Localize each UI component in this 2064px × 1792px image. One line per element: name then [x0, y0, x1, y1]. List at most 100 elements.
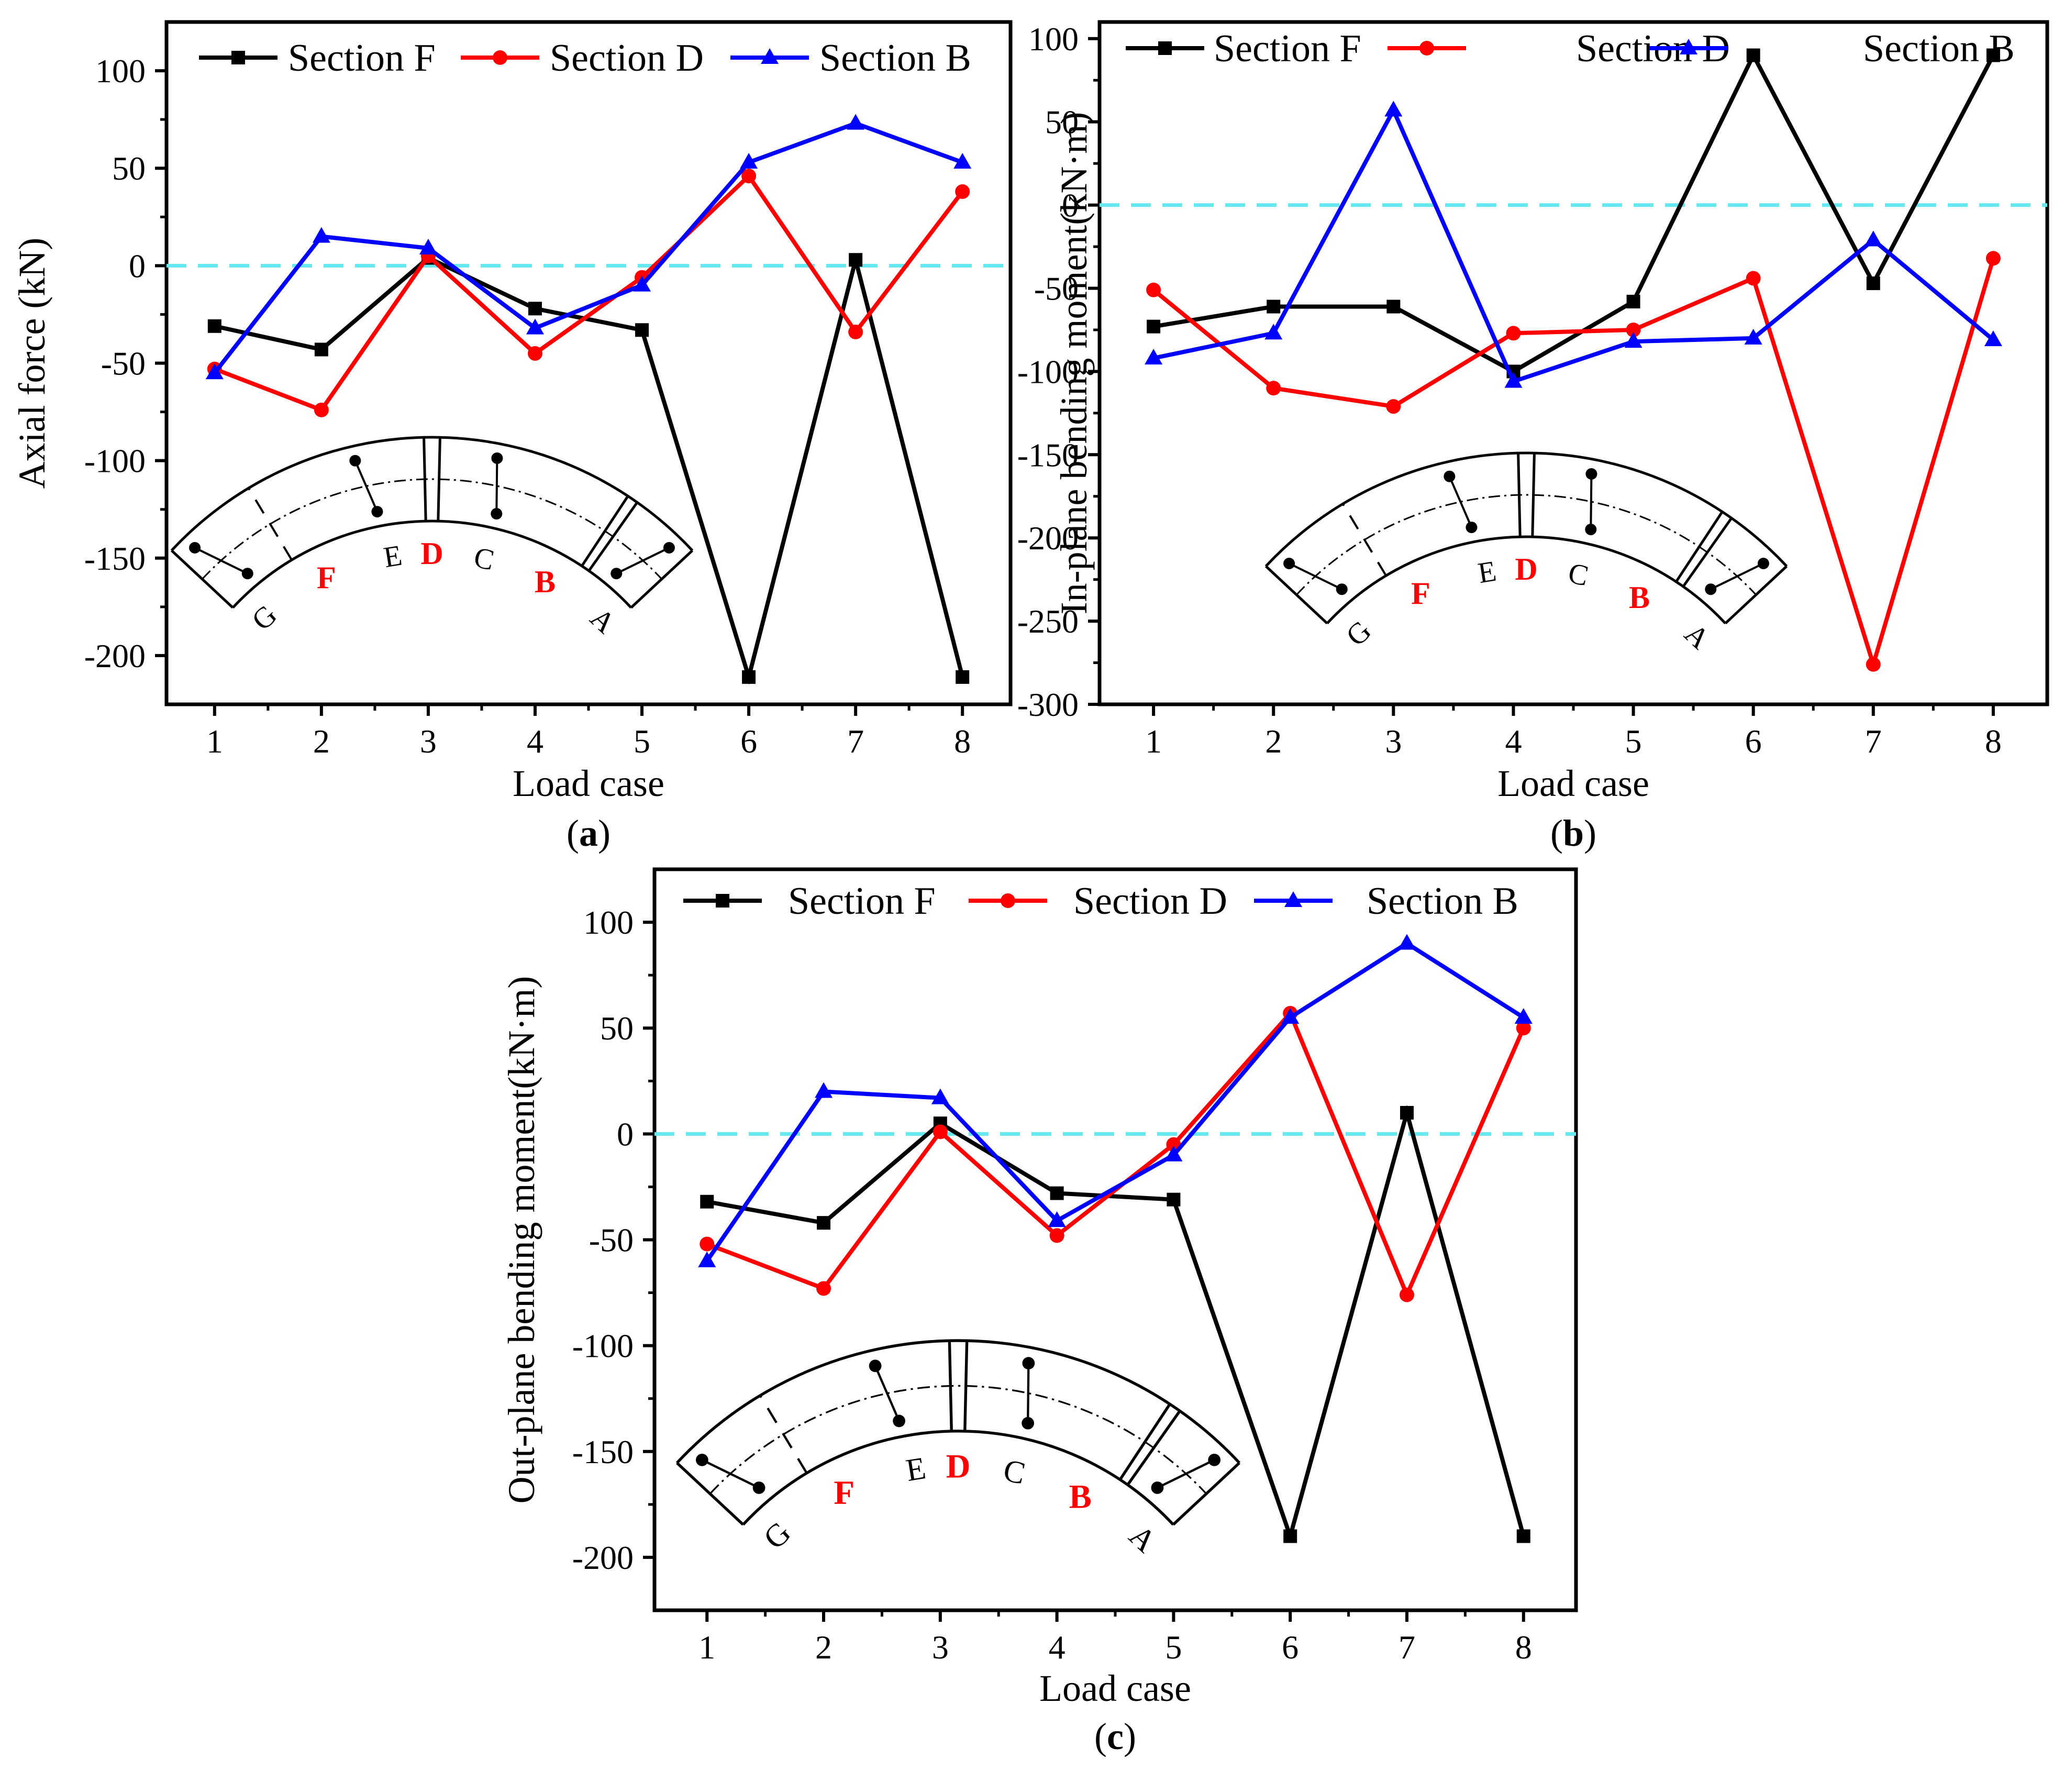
series-line-2: [705, 941, 1525, 1263]
legend-label: Section F: [288, 37, 436, 80]
inset-section-b-line: [587, 501, 639, 572]
legend-marker: [1158, 41, 1172, 55]
y-tick-label: -250: [1017, 603, 1079, 640]
legend-marker: [761, 48, 779, 64]
data-point: [1146, 282, 1161, 297]
y-tick-label: -100: [1017, 353, 1079, 390]
inset-section-f-line: [759, 1395, 808, 1474]
y-axis-label: In-plane bending moment(kN·m): [1053, 112, 1095, 615]
inset-bolt-head: [189, 541, 201, 554]
data-point: [741, 169, 757, 184]
data-point: [1267, 300, 1281, 314]
data-point: [1864, 230, 1882, 247]
data-point: [1167, 1192, 1181, 1207]
inset-section-b-line: [581, 495, 629, 567]
data-point: [1283, 1529, 1297, 1543]
inset-section-b-line: [1118, 1403, 1171, 1481]
inset-label-d: D: [420, 536, 443, 571]
y-tick-label: 0: [1062, 187, 1079, 224]
y-tick-label: -200: [84, 637, 146, 674]
y-tick-label: 50: [112, 150, 146, 187]
inset-section-d-line: [1517, 453, 1522, 537]
data-point: [1506, 326, 1521, 341]
series-line-2: [213, 121, 963, 374]
inset-bolt-head: [1585, 524, 1597, 536]
legend-label: Section B: [819, 37, 971, 80]
series-line-0: [214, 255, 965, 685]
inset-bolt: [1710, 562, 1764, 591]
inset-section-b-line: [1126, 1410, 1181, 1486]
inset-centerline: [1296, 494, 1757, 595]
inset-bolt-head: [1444, 470, 1456, 482]
inset-section-b-line: [1675, 511, 1724, 583]
legend-marker: [493, 50, 507, 65]
inset-bolt-head: [1151, 1481, 1164, 1494]
panel-label: (b): [1550, 812, 1596, 854]
y-tick-label: 100: [1028, 20, 1079, 58]
data-point: [1264, 324, 1283, 340]
y-axis-label: Axial force (kN): [11, 238, 53, 489]
inset-bolt: [194, 547, 248, 575]
data-point: [1746, 48, 1760, 62]
x-axis-label: Load case: [1497, 762, 1649, 804]
x-tick-label: 6: [1282, 1629, 1299, 1666]
data-point: [1399, 1287, 1414, 1302]
inset-bolt: [1289, 562, 1342, 591]
legend-marker: [231, 51, 245, 64]
data-point: [1386, 399, 1401, 414]
inset-bolt-head: [1283, 557, 1295, 569]
inset-bolt: [1157, 1458, 1215, 1489]
data-point: [1866, 276, 1880, 290]
inset-label-d: D: [1515, 552, 1537, 587]
x-tick-label: 3: [1385, 723, 1402, 760]
inset-section-d-line: [423, 437, 427, 522]
inset-bolt-head: [1208, 1453, 1221, 1466]
y-tick-label: -150: [1017, 436, 1079, 473]
legend-label: Section F: [788, 880, 936, 923]
x-tick-label: 1: [1145, 723, 1162, 760]
data-point: [635, 323, 649, 337]
data-point: [1626, 294, 1640, 308]
data-point: [742, 670, 756, 684]
inset-label-e: E: [381, 539, 404, 574]
data-point: [933, 1124, 948, 1140]
data-point: [1147, 319, 1161, 334]
panel-letter: b: [1563, 812, 1584, 854]
data-point: [847, 114, 865, 130]
panel-letter: a: [579, 812, 598, 854]
inset-section-f-line: [248, 488, 293, 561]
y-tick-label: -150: [84, 540, 146, 577]
inset-label-b: B: [1069, 1478, 1092, 1516]
panel-letter: c: [1107, 1716, 1124, 1757]
data-point: [1984, 330, 2002, 347]
data-point: [955, 184, 970, 199]
x-tick-label: 7: [847, 723, 864, 760]
data-point: [312, 227, 330, 243]
y-tick-label: -150: [572, 1433, 634, 1470]
data-point: [1516, 1529, 1530, 1543]
inset-end-cap: [1172, 1462, 1240, 1526]
data-point: [956, 670, 970, 684]
data-point: [740, 153, 758, 169]
y-tick-label: -300: [1017, 686, 1079, 723]
inset-label-f: F: [834, 1474, 855, 1512]
series-line-1: [214, 172, 964, 413]
inset-section-f-line: [1342, 503, 1387, 577]
data-point: [848, 324, 863, 339]
inset-section-d-line: [437, 437, 441, 522]
inset-bolt-head: [869, 1359, 882, 1373]
panel-label: (a): [567, 812, 611, 854]
data-point: [1400, 1105, 1414, 1120]
panel-label: (c): [1094, 1716, 1136, 1757]
data-point: [1164, 1145, 1183, 1162]
y-tick-label: -200: [1017, 519, 1079, 557]
data-point: [314, 342, 328, 357]
inset-bolt-head: [663, 541, 675, 554]
inset-centerline: [709, 1385, 1207, 1495]
inset-bolt-head: [695, 1453, 708, 1466]
data-point: [314, 402, 329, 417]
x-tick-label: 3: [932, 1629, 949, 1666]
legend-label: Section D: [550, 37, 704, 80]
inset-bolt-head: [491, 508, 503, 520]
x-tick-label: 7: [1865, 723, 1882, 760]
